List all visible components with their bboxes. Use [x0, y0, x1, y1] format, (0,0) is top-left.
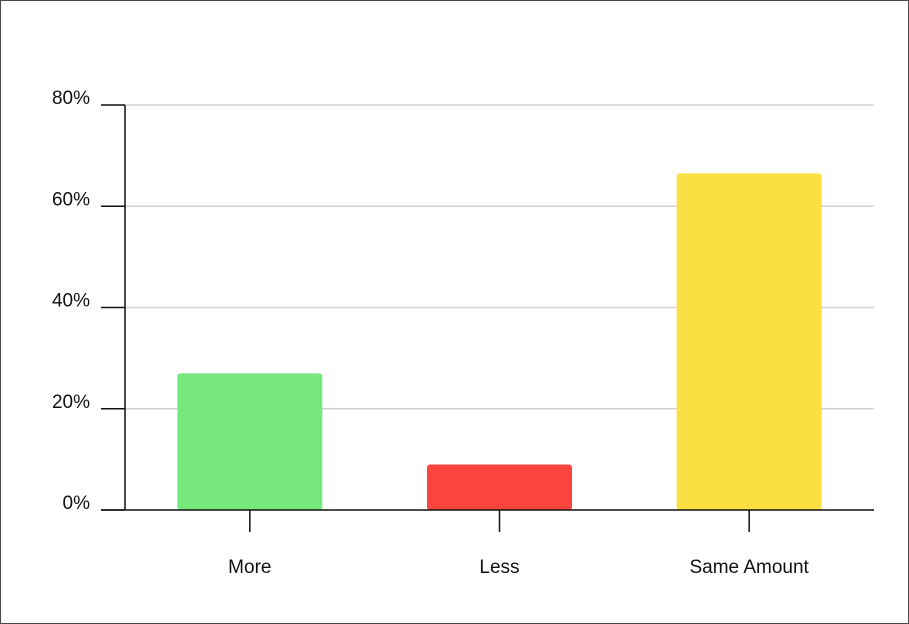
- y-tick-label: 80%: [52, 88, 90, 109]
- tick-labels: 0% 20% 40% 60% 80% More Less Same Amount: [52, 88, 810, 578]
- y-tick-label: 0%: [63, 493, 91, 514]
- y-tick-label: 60%: [52, 189, 90, 210]
- x-tick-label: More: [228, 557, 271, 578]
- x-tick-label: Same Amount: [689, 557, 809, 578]
- bar-less: [427, 464, 572, 510]
- bar-more: [177, 373, 323, 510]
- x-tick-label: Less: [479, 557, 519, 578]
- y-tick-label: 40%: [52, 291, 90, 312]
- axes: [101, 104, 874, 532]
- bars: [177, 173, 822, 510]
- bar-same-amount: [676, 173, 822, 510]
- y-tick-label: 20%: [52, 392, 90, 413]
